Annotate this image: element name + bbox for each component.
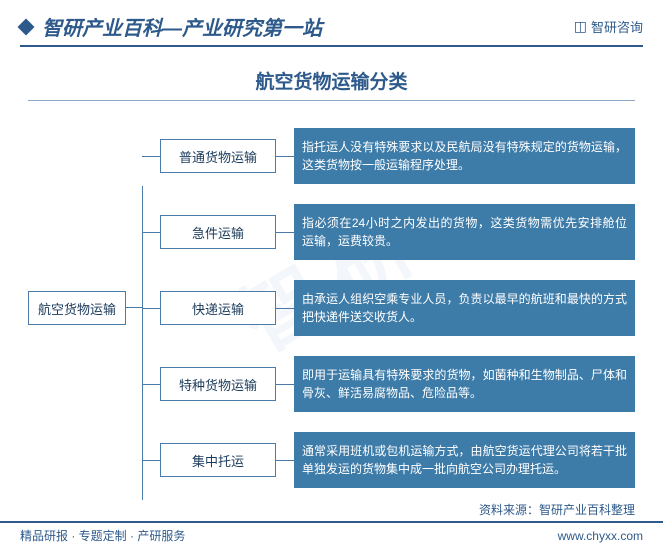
root-node: 航空货物运输 xyxy=(28,291,126,325)
description-node: 即用于运输具有特殊要求的货物，如菌种和生物制品、尸体和骨灰、鲜活易腐物品、危险品… xyxy=(294,356,635,412)
footer-right: www.chyxx.com xyxy=(558,529,643,543)
connector-hline2 xyxy=(276,460,294,461)
header: 智研产业百科—产业研究第一站 ◫ 智研咨询 xyxy=(20,12,643,47)
category-row: 普通货物运输 指托运人没有特殊要求以及民航局没有特殊规定的货物运输，这类货物按一… xyxy=(126,126,635,186)
connector-hline xyxy=(142,232,160,233)
connector-hline2 xyxy=(276,384,294,385)
brand-text: 智研咨询 xyxy=(591,17,643,36)
category-row: 特种货物运输 即用于运输具有特殊要求的货物，如菌种和生物制品、尸体和骨灰、鲜活易… xyxy=(126,354,635,414)
description-node: 通常采用班机或包机运输方式，由航空货运代理公司将若干批单独发运的货物集中成一批向… xyxy=(294,432,635,488)
description-node: 指必须在24小时之内发出的货物，这类货物需优先安排舱位运输，运费较贵。 xyxy=(294,204,635,260)
category-row: 快递运输 由承运人组织空乘专业人员，负责以最早的航班和最快的方式把快递件送交收货… xyxy=(126,278,635,338)
connector-hline xyxy=(142,156,160,157)
category-node: 普通货物运输 xyxy=(160,139,276,173)
description-node: 指托运人没有特殊要求以及民航局没有特殊规定的货物运输，这类货物按一般运输程序处理… xyxy=(294,128,635,184)
connector-hline xyxy=(142,384,160,385)
connector-hline2 xyxy=(276,156,294,157)
category-row: 急件运输 指必须在24小时之内发出的货物，这类货物需优先安排舱位运输，运费较贵。 xyxy=(126,202,635,262)
header-left: 智研产业百科—产业研究第一站 xyxy=(20,12,322,41)
category-node: 集中托运 xyxy=(160,443,276,477)
category-row: 集中托运 通常采用班机或包机运输方式，由航空货运代理公司将若干批单独发运的货物集… xyxy=(126,430,635,490)
header-title: 智研产业百科—产业研究第一站 xyxy=(42,12,322,41)
diagram: 航空货物运输 普通货物运输 指托运人没有特殊要求以及民航局没有特殊规定的货物运输… xyxy=(28,121,635,511)
footer-left: 精品研报 · 专题定制 · 产研服务 xyxy=(20,527,185,544)
subtitle: 航空货物运输分类 xyxy=(28,59,635,101)
category-node: 急件运输 xyxy=(160,215,276,249)
connector-hline2 xyxy=(276,232,294,233)
connector-hline xyxy=(142,308,160,309)
logo-icon: ◫ xyxy=(574,18,587,35)
container: 智研产业百科—产业研究第一站 ◫ 智研咨询 航空货物运输分类 航空货物运输 普通… xyxy=(0,0,663,548)
header-brand: ◫ 智研咨询 xyxy=(574,17,643,36)
diamond-icon xyxy=(18,18,35,35)
connector-hline xyxy=(142,460,160,461)
source-line: 资料来源：智研产业百科整理 xyxy=(479,501,635,518)
connector-hline2 xyxy=(276,308,294,309)
description-node: 由承运人组织空乘专业人员，负责以最早的航班和最快的方式把快递件送交收货人。 xyxy=(294,280,635,336)
category-node: 特种货物运输 xyxy=(160,367,276,401)
footer: 精品研报 · 专题定制 · 产研服务 www.chyxx.com xyxy=(0,521,663,548)
category-node: 快递运输 xyxy=(160,291,276,325)
